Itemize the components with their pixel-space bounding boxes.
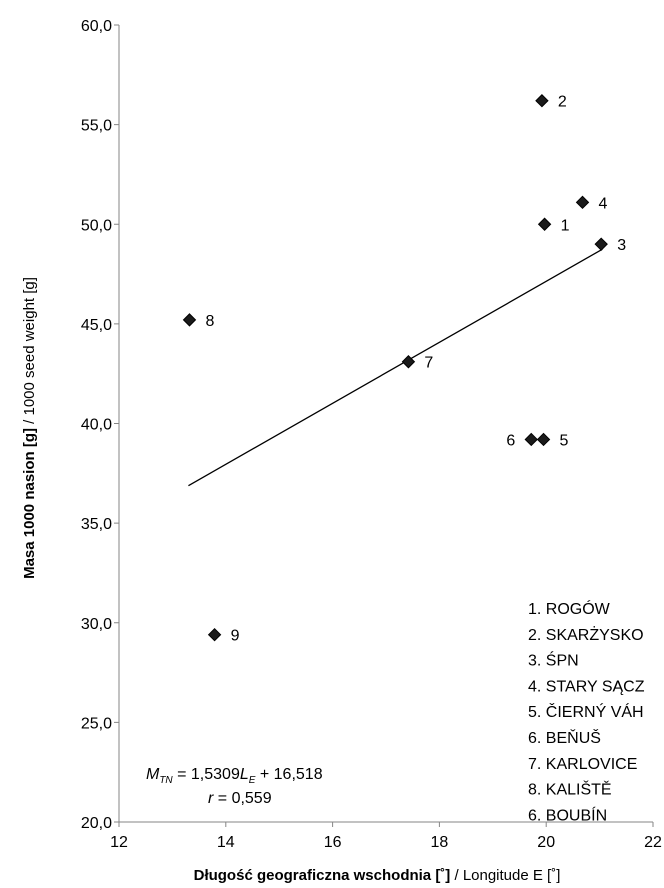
x-axis-title-rest: / Longitude E [˚] [450,867,560,884]
data-point-8 [183,314,195,326]
legend-entry: 1. ROGÓW [528,599,611,618]
data-point-3 [595,238,607,250]
y-axis-title-rest: / 1000 seed weight [g] [21,277,38,428]
r-value: = 0,559 [213,790,271,807]
data-point-4 [577,196,589,208]
data-label-6: 6 [506,432,515,449]
y-tick-label: 60,0 [81,18,112,35]
data-label-3: 3 [617,237,626,254]
legend-entry: 5. ČIERNÝ VÁH [528,702,644,721]
data-point-6 [525,433,537,445]
y-tick-label: 20,0 [81,815,112,832]
data-points: 1 2 3 4 5 6 7 8 9 [183,94,626,645]
x-tick-label: 16 [324,834,342,851]
y-tick-label: 45,0 [81,317,112,334]
data-point-5 [538,433,550,445]
tick-labels: 20,025,030,035,040,045,050,055,060,012 14… [81,18,662,851]
legend-entry: 8. KALIŠTĚ [528,780,612,799]
data-label-8: 8 [205,313,214,330]
data-label-7: 7 [424,355,433,372]
legend-entry: 2. SKARŻYSKO [528,625,644,644]
data-point-2 [536,95,548,107]
data-label-2: 2 [558,94,567,111]
x-tick-label: 20 [537,834,555,851]
x-axis-title: Długość geograficzna wschodnia [˚] / Lon… [194,867,561,884]
equation-line: MTN = 1,5309LE + 16,518 [146,766,323,786]
x-tick-label: 12 [110,834,128,851]
legend-entry: 3. ŚPN [528,651,579,670]
x-tick-label: 22 [644,834,662,851]
trendline-segment [188,249,602,485]
x-tick-label: 14 [217,834,235,851]
legend-entry: 7. KARLOVICE [528,756,637,773]
data-label-4: 4 [599,195,608,212]
x-tick-label: 18 [431,834,449,851]
y-tick-label: 40,0 [81,417,112,434]
y-tick-label: 35,0 [81,516,112,533]
eq-tail: + 16,518 [255,766,322,783]
data-label-5: 5 [560,432,569,449]
legend-entry: 6. BEŇUŠ [528,728,601,747]
y-tick-label: 55,0 [81,118,112,135]
data-label-1: 1 [561,217,570,234]
y-axis-title: Masa 1000 nasion [g] / 1000 seed weight … [21,277,38,579]
legend-entry: 6. BOUBÍN [528,805,607,824]
data-point-1 [539,218,551,230]
legend: 1. ROGÓW 2. SKARŻYSKO 3. ŚPN 4. STARY SĄCZ 5… [528,599,645,824]
eq-m-sub: TN [159,775,173,786]
plot-area [119,25,653,822]
x-axis-title-bold: Długość geograficzna wschodnia [˚] [194,867,451,884]
r-line: r = 0,559 [208,790,272,807]
y-tick-label: 50,0 [81,217,112,234]
data-label-9: 9 [231,628,240,645]
eq-mid: = 1,5309 [173,766,240,783]
y-tick-label: 30,0 [81,616,112,633]
y-axis-title-bold: Masa 1000 nasion [g] [21,428,38,579]
trendline [188,249,602,485]
legend-entry: 4. STARY SĄCZ [528,678,645,695]
eq-m: M [146,766,160,783]
eq-l: L [240,766,249,783]
y-tick-label: 25,0 [81,715,112,732]
regression-equation: MTN = 1,5309LE + 16,518 r = 0,559 [146,766,323,807]
data-point-9 [209,629,221,641]
